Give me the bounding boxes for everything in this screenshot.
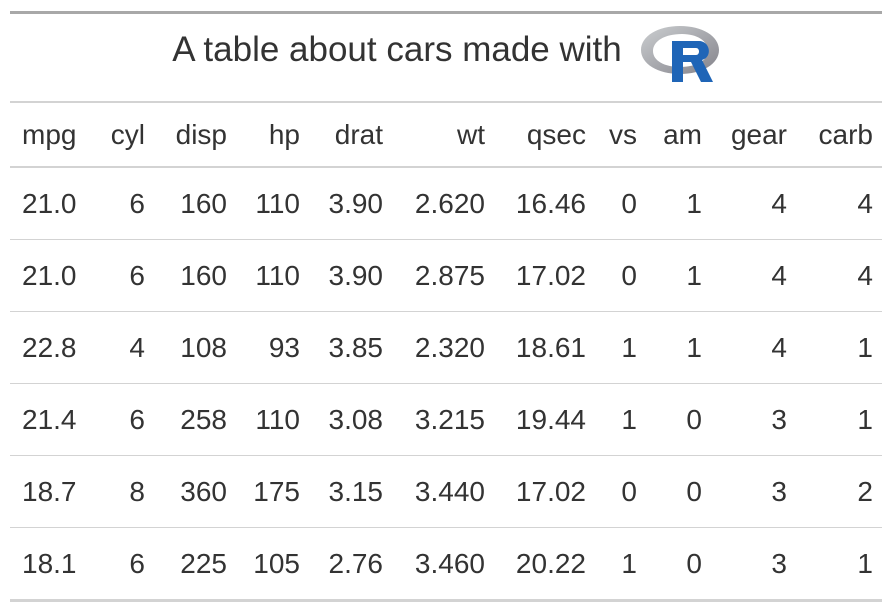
table-row: 21.4 6 258 110 3.08 3.215 19.44 1 0 3 1 <box>10 383 882 456</box>
cell-gear: 3 <box>711 383 796 456</box>
cell-carb: 4 <box>796 239 882 312</box>
cell-vs: 1 <box>595 527 646 602</box>
column-header-gear: gear <box>730 118 787 150</box>
column-header-wt: wt <box>457 118 485 150</box>
table-row: 22.8 4 108 93 3.85 2.320 18.61 1 1 4 1 <box>10 311 882 384</box>
cell-vs: 0 <box>595 239 646 312</box>
r-logo-icon <box>640 25 719 82</box>
cell-carb: 1 <box>796 383 882 456</box>
cell-vs: 1 <box>595 383 646 456</box>
cell-disp: 108 <box>154 311 236 384</box>
cell-am: 1 <box>646 167 711 240</box>
cell-cyl: 8 <box>95 455 154 528</box>
column-header-drat: drat <box>334 118 383 150</box>
cell-disp: 160 <box>154 239 236 312</box>
cell-drat: 2.76 <box>309 527 392 602</box>
cell-am: 1 <box>646 311 711 384</box>
cell-cyl: 6 <box>95 527 154 602</box>
column-header-carb: carb <box>818 118 873 150</box>
cell-drat: 3.08 <box>309 383 392 456</box>
cell-cyl: 4 <box>95 311 154 384</box>
cell-gear: 4 <box>711 311 796 384</box>
cell-qsec: 19.44 <box>494 383 595 456</box>
cell-am: 0 <box>646 455 711 528</box>
cell-drat: 3.15 <box>309 455 392 528</box>
cell-gear: 4 <box>711 239 796 312</box>
cell-disp: 258 <box>154 383 236 456</box>
cell-mpg: 22.8 <box>10 311 95 384</box>
cell-mpg: 18.1 <box>10 527 95 602</box>
cell-am: 0 <box>646 527 711 602</box>
cell-hp: 105 <box>236 527 309 602</box>
cell-cyl: 6 <box>95 167 154 240</box>
table-row: 21.0 6 160 110 3.90 2.875 17.02 0 1 4 4 <box>10 239 882 312</box>
cell-hp: 110 <box>236 239 309 312</box>
cell-wt: 2.620 <box>392 167 494 240</box>
cell-drat: 3.90 <box>309 167 392 240</box>
cell-am: 1 <box>646 239 711 312</box>
cell-qsec: 16.46 <box>494 167 595 240</box>
cell-disp: 225 <box>154 527 236 602</box>
cell-vs: 0 <box>595 455 646 528</box>
data-table: mpg cyl disp hp drat wt qsec vs am gear … <box>10 101 882 602</box>
cell-mpg: 21.4 <box>10 383 95 456</box>
cell-wt: 3.440 <box>392 455 494 528</box>
cell-vs: 0 <box>595 167 646 240</box>
cell-cyl: 6 <box>95 383 154 456</box>
cell-disp: 160 <box>154 167 236 240</box>
cell-hp: 110 <box>236 167 309 240</box>
cell-wt: 3.460 <box>392 527 494 602</box>
header-row: mpg cyl disp hp drat wt qsec vs am gear … <box>10 102 882 167</box>
cell-drat: 3.90 <box>309 239 392 312</box>
cell-carb: 1 <box>796 311 882 384</box>
cell-gear: 3 <box>711 527 796 602</box>
table-row: 18.1 6 225 105 2.76 3.460 20.22 1 0 3 1 <box>10 527 882 602</box>
cell-hp: 93 <box>236 311 309 384</box>
cell-hp: 110 <box>236 383 309 456</box>
cell-qsec: 17.02 <box>494 455 595 528</box>
cell-carb: 1 <box>796 527 882 602</box>
table-row: 21.0 6 160 110 3.90 2.620 16.46 0 1 4 4 <box>10 167 882 240</box>
cell-carb: 4 <box>796 167 882 240</box>
cell-wt: 2.875 <box>392 239 494 312</box>
cell-vs: 1 <box>595 311 646 384</box>
cell-qsec: 17.02 <box>494 239 595 312</box>
table-row: 18.7 8 360 175 3.15 3.440 17.02 0 0 3 2 <box>10 455 882 528</box>
cell-wt: 2.320 <box>392 311 494 384</box>
cell-cyl: 6 <box>95 239 154 312</box>
cell-am: 0 <box>646 383 711 456</box>
cell-disp: 360 <box>154 455 236 528</box>
cell-gear: 4 <box>711 167 796 240</box>
cell-carb: 2 <box>796 455 882 528</box>
cell-hp: 175 <box>236 455 309 528</box>
cell-gear: 3 <box>711 455 796 528</box>
cell-mpg: 21.0 <box>10 167 95 240</box>
cell-wt: 3.215 <box>392 383 494 456</box>
column-header-qsec: qsec <box>526 118 586 150</box>
column-header-cyl: cyl <box>110 118 145 150</box>
title-text: A table about cars made with <box>172 29 622 69</box>
column-header-mpg: mpg <box>22 118 77 150</box>
column-header-vs: vs <box>609 118 637 150</box>
cell-mpg: 21.0 <box>10 239 95 312</box>
gt-table: A table about cars made with mpg cyl dis… <box>10 11 882 602</box>
column-header-am: am <box>663 118 702 150</box>
cell-qsec: 20.22 <box>494 527 595 602</box>
table-title: A table about cars made with <box>10 14 882 101</box>
cell-qsec: 18.61 <box>494 311 595 384</box>
column-header-disp: disp <box>175 118 227 150</box>
cell-drat: 3.85 <box>309 311 392 384</box>
column-header-hp: hp <box>268 118 300 150</box>
top-border <box>10 11 882 14</box>
cell-mpg: 18.7 <box>10 455 95 528</box>
